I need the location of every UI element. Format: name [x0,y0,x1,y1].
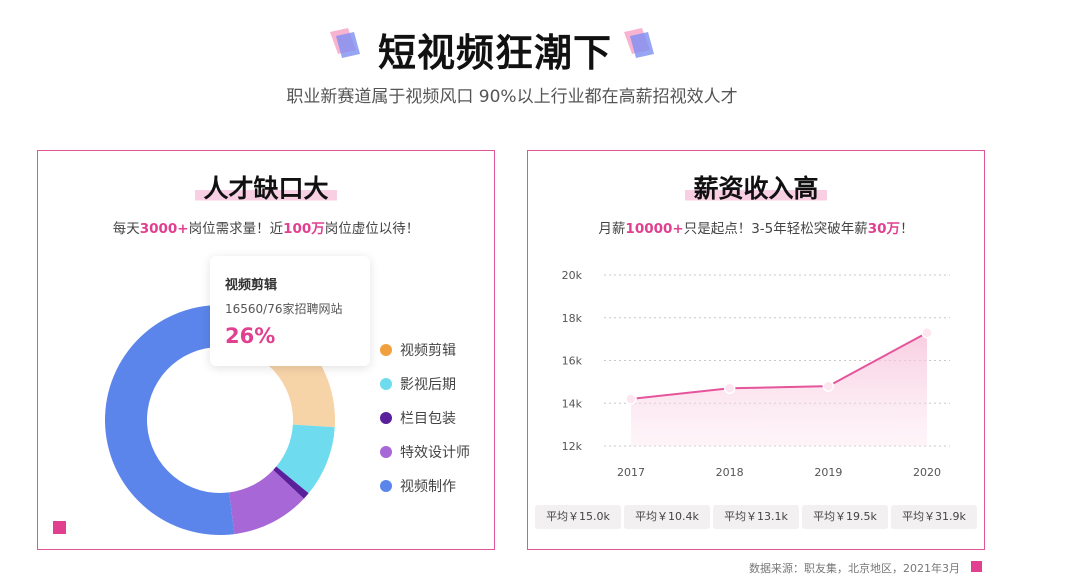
donut-slice [276,424,335,494]
desc-text: 每天 [112,221,140,237]
y-tick-label: 12k [562,440,583,453]
salary-point [625,393,637,405]
legend-label: 特效设计师 [400,445,470,461]
diamond-decoration-left-icon [330,28,360,58]
average-salary-2018: 平均￥10.4k [624,505,710,529]
desc-highlight: 10000+ [625,221,684,237]
x-tick-label: 2017 [617,466,645,479]
donut-slice [104,305,235,535]
legend-dot-icon [380,480,392,492]
salary-point [822,380,835,392]
donut-tooltip: 视频剪辑 16560/76家招聘网站 26% [210,256,370,366]
salary-line [630,331,928,400]
legend-label: 视频剪辑 [400,343,456,359]
tooltip-detail: 16560/76家招聘网站 [225,302,343,316]
legend-dot-icon [380,378,392,390]
desc-highlight: 3000+ [139,221,189,237]
y-tick-label: 14k [562,397,583,410]
legend-dot-icon [380,412,392,424]
page-subtitle: 职业新赛道属于视频风口 90%以上行业都在高薪招视效人才 [286,87,738,107]
desc-highlight: 100万 [283,221,325,237]
talent-gap-description: 每天3000+岗位需求量！近100万岗位虚位以待！ [38,217,494,237]
legend-dot-icon [380,344,392,356]
desc-text: 岗位虚位以待！ [324,221,420,237]
desc-highlight: 30万 [867,221,901,237]
legend-label: 影视后期 [400,377,456,393]
average-salary-2020: 平均￥19.5k [802,505,888,529]
tooltip-percent: 26% [225,324,276,348]
average-salary-2017: 平均￥15.0k [535,505,621,529]
salary-area [631,332,927,446]
data-source-note: 数据来源：职友集，北京地区，2021年3月 [749,562,960,575]
corner-square [53,521,66,534]
salary-point [723,382,736,395]
salary-title: 薪资收入高 [685,169,827,205]
desc-text: 月薪 [598,221,626,237]
page-title: 短视频狂潮下 [378,31,613,75]
x-tick-label: 2019 [814,466,842,479]
talent-gap-title: 人才缺口大 [195,169,337,205]
salary-description: 月薪10000+只是起点！3-5年轻松突破年薪30万！ [528,217,984,237]
legend-label: 栏目包装 [400,411,456,427]
donut-slice [229,469,304,535]
diamond-decoration-right-icon [624,28,654,58]
salary-line-chart: 12k 14k 16k 18k 20k 2017 2018 2019 2020 [562,269,950,479]
legend-label: 视频制作 [400,479,456,495]
y-tick-label: 18k [562,312,583,325]
tooltip-title: 视频剪辑 [225,278,278,293]
salary-point [921,326,933,339]
x-tick-label: 2020 [913,466,941,479]
page-header: 短视频狂潮下 [0,18,1080,75]
average-salary-2021: 平均￥31.9k [891,505,977,529]
donut-slice [273,466,309,499]
job-share-donut-chart [104,305,335,535]
average-salary-2019: 平均￥13.1k [713,505,799,529]
legend-dot-icon [380,446,392,458]
y-tick-label: 20k [562,269,583,282]
y-tick-label: 16k [562,355,583,368]
desc-text: 岗位需求量！近 [188,221,284,237]
source-square [971,561,982,572]
x-tick-label: 2018 [716,466,744,479]
desc-text: 只是起点！3-5年轻松突破年薪 [683,221,868,237]
desc-text: ！ [900,221,914,237]
